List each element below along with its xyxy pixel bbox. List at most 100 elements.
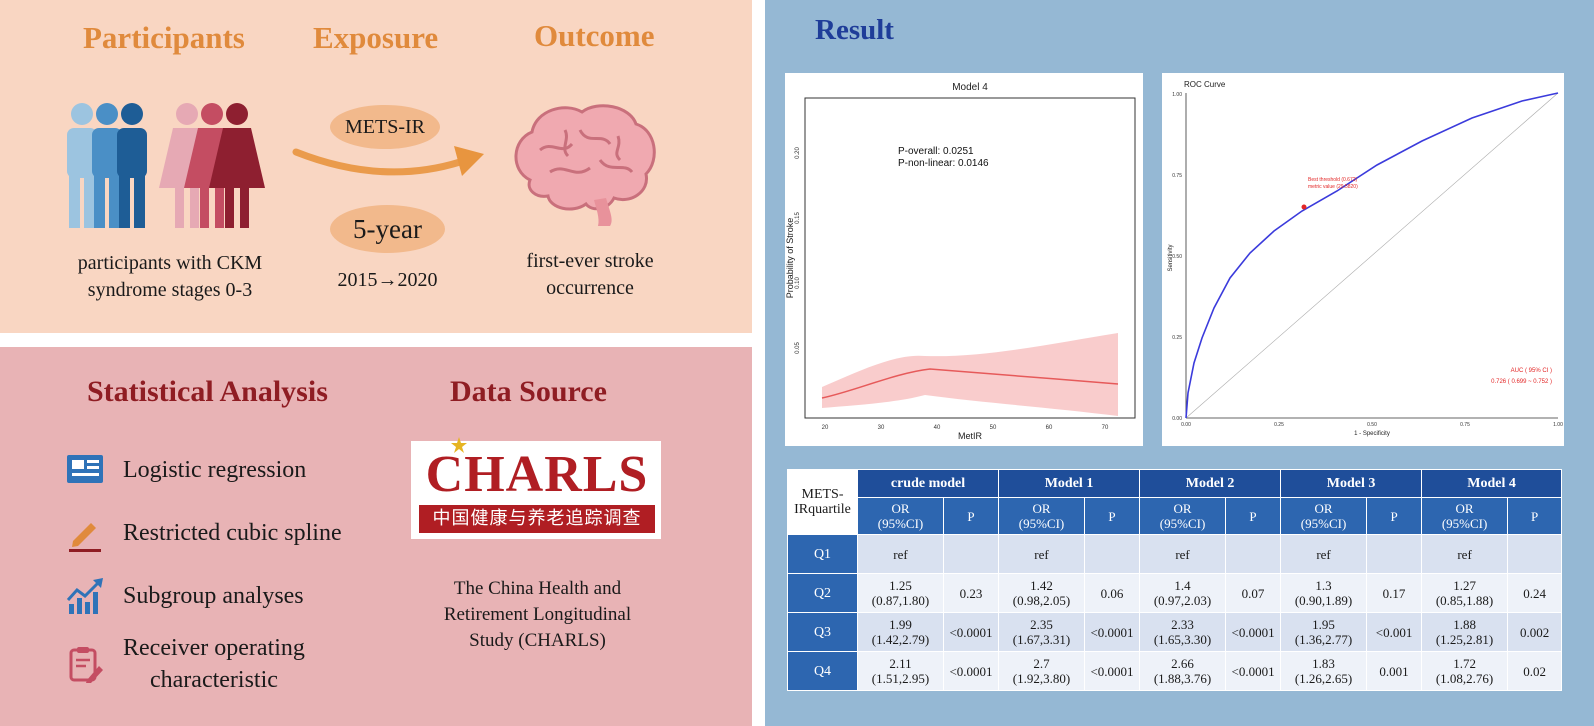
quartile-label: Q3	[787, 612, 858, 652]
clipboard-pen-icon	[69, 647, 103, 683]
roc-y-label: Sensitivity	[1168, 244, 1174, 271]
x-tick: 0.50	[1367, 422, 1377, 428]
p-subheader: P	[1225, 497, 1282, 535]
table-subheader-row: OR (95%CI) P OR (95%CI) P OR (95%CI) P OR (95%CI) P…	[788, 497, 1563, 535]
outcome-caption: first-ever stroke occurrence	[526, 250, 654, 299]
or-ci-cell: 2.11 (1.51,2.95)	[857, 651, 944, 691]
roc-curve	[1185, 92, 1559, 419]
method-restricted-cubic-spline: Restricted cubic spline	[65, 513, 395, 553]
y-tick: 0.00	[1172, 416, 1182, 422]
p-value-cell: 0.001	[1366, 651, 1423, 691]
spline-chart: Model 4 P-overall: 0.0251 P-non-linear: …	[785, 73, 1143, 446]
p-subheader: P	[1084, 497, 1141, 535]
or-ci-subheader: OR (95%CI)	[1139, 497, 1227, 535]
spline-y-ticks: 0.05 0.10 0.15 0.20	[795, 147, 801, 354]
roc-reference-line	[1185, 92, 1559, 419]
or-ci-subheader: OR (95%CI)	[998, 497, 1086, 535]
p-subheader: P	[1366, 497, 1423, 535]
spline-curve	[821, 368, 1119, 399]
study-design-panel: Participants Exposure Outcome participan…	[0, 0, 752, 333]
x-tick: 0.75	[1460, 422, 1470, 428]
x-tick: 40	[934, 425, 941, 431]
methods-panel: Statistical Analysis Data Source Logisti…	[0, 347, 752, 726]
p-value-cell	[1084, 534, 1141, 574]
or-ci-cell: 1.72 (1.08,2.76)	[1421, 651, 1509, 691]
roc-x-label: 1 - Specificity	[1354, 431, 1390, 437]
model-header: Model 4	[1421, 469, 1563, 498]
p-value-cell	[1366, 534, 1423, 574]
or-ci-cell: ref	[1280, 534, 1368, 574]
spline-y-label: Probability of Stroke	[785, 218, 795, 299]
charls-logo: CHARLS 中国健康与养老追踪调查	[411, 437, 661, 539]
or-ci-subheader: OR (95%CI)	[1280, 497, 1368, 535]
x-tick: 20	[822, 425, 829, 431]
outcome-heading: Outcome	[534, 18, 655, 53]
brain-icon	[514, 104, 656, 226]
auc-label: AUC ( 95% CI )	[1511, 368, 1552, 374]
p-value-cell: <0.0001	[1225, 651, 1282, 691]
p-overall-label: P-overall: 0.0251	[898, 146, 974, 157]
p-value-cell: 0.02	[1507, 651, 1563, 691]
x-tick: 50	[990, 425, 997, 431]
or-ci-cell: ref	[998, 534, 1086, 574]
y-tick: 0.50	[1172, 254, 1182, 260]
spline-chart-svg: Model 4 P-overall: 0.0251 P-non-linear: …	[785, 82, 1136, 441]
star-icon	[451, 437, 467, 453]
p-value-cell: 0.002	[1507, 612, 1563, 652]
x-tick: 70	[1102, 425, 1109, 431]
or-ci-cell: 1.4 (0.97,2.03)	[1139, 573, 1227, 613]
model-header: Model 2	[1139, 469, 1282, 498]
or-ci-cell: 1.3 (0.90,1.89)	[1280, 573, 1368, 613]
or-ci-cell: ref	[857, 534, 944, 574]
y-tick: 0.15	[795, 212, 801, 224]
p-value-cell	[1225, 534, 1282, 574]
or-ci-subheader: OR (95%CI)	[1421, 497, 1509, 535]
p-value-cell: <0.0001	[942, 612, 1000, 652]
p-subheader: P	[942, 497, 1000, 535]
data-source-heading: Data Source	[450, 375, 607, 408]
participants-caption: participants with CKM syndrome stages 0-…	[77, 252, 263, 301]
method-label: Restricted cubic spline	[123, 519, 342, 546]
roc-y-ticks: 0.00 0.25 0.50 0.75 1.00	[1172, 92, 1182, 422]
p-value-cell: 0.06	[1084, 573, 1141, 613]
mets-ir-oval: METS-IR	[330, 105, 440, 149]
roc-chart: ROC Curve Best threshold (0.672) metric …	[1162, 73, 1564, 446]
or-ci-cell: 1.99 (1.42,2.79)	[857, 612, 944, 652]
y-tick: 1.00	[1172, 92, 1182, 98]
odds-ratio-table: METS- IRquartile crude model Model 1 Mod…	[787, 469, 1563, 691]
y-tick: 0.05	[795, 342, 801, 354]
x-tick: 0.00	[1181, 422, 1191, 428]
spline-chart-title: Model 4	[952, 82, 988, 93]
quartile-label: Q1	[787, 534, 858, 574]
spline-x-ticks: 20 30 40 50 60 70	[822, 425, 1109, 431]
metric-label: metric value (29.5820)	[1308, 184, 1358, 190]
or-ci-cell: ref	[1421, 534, 1509, 574]
y-tick: 0.75	[1172, 173, 1182, 179]
model-header: Model 1	[998, 469, 1141, 498]
best-threshold-point	[1301, 204, 1307, 210]
p-value-cell: <0.001	[1366, 612, 1423, 652]
p-value-cell	[1507, 534, 1563, 574]
table-row: Q2 1.25 (0.87,1.80) 0.23 1.42 (0.98,2.05) 0.06…	[787, 573, 1563, 613]
auc-value: 0.726 ( 0.699 ~ 0.752 )	[1491, 379, 1552, 385]
threshold-label: Best threshold (0.672)	[1308, 177, 1358, 183]
x-tick: 30	[878, 425, 885, 431]
quartile-label: Q2	[787, 573, 858, 613]
or-ci-subheader: OR (95%CI)	[857, 497, 944, 535]
y-tick: 0.10	[795, 277, 801, 289]
spline-x-label: MetIR	[958, 431, 983, 441]
period-label: 2015→2020	[337, 269, 438, 291]
p-value-cell: <0.0001	[1084, 651, 1141, 691]
charls-logo-text: CHARLS	[425, 446, 649, 503]
quartile-label: Q4	[787, 651, 858, 691]
p-value-cell: 0.24	[1507, 573, 1563, 613]
arrow-icon	[292, 146, 484, 176]
table-row: Q4 2.11 (1.51,2.95) <0.0001 2.7 (1.92,3.80) <0…	[787, 651, 1563, 691]
p-value-cell: <0.0001	[1225, 612, 1282, 652]
x-tick: 60	[1046, 425, 1053, 431]
exposure-heading: Exposure	[313, 20, 439, 55]
y-tick: 0.25	[1172, 335, 1182, 341]
p-nonlinear-label: P-non-linear: 0.0146	[898, 158, 989, 169]
p-value-cell: 0.23	[942, 573, 1000, 613]
method-label: Receiver operating characteristic	[123, 635, 305, 693]
